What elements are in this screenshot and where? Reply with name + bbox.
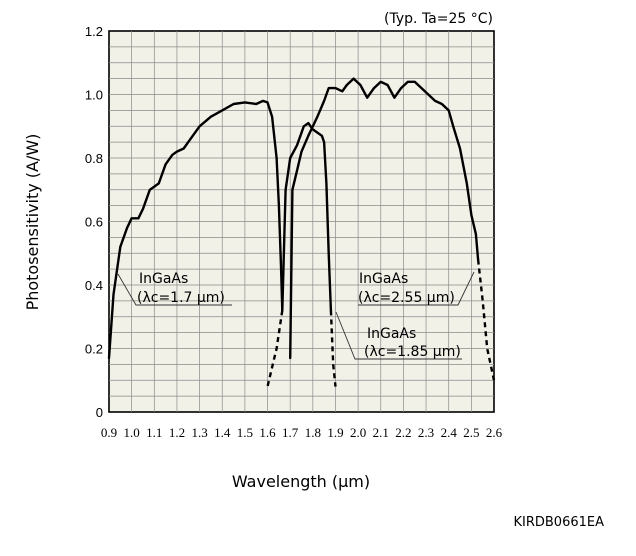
x-tick-labels: 0.9 1.0 1.1 1.2 1.3 1.4 1.5 1.6 1.7 1.8 1.9 2.0 2.1 2… xyxy=(101,425,503,440)
y-tick-label: 0.8 xyxy=(85,151,103,166)
annotation-1-7-line1: InGaAs xyxy=(139,271,188,287)
x-tick-label: 1.3 xyxy=(191,425,207,440)
annotation-1-85-line2: (λc=1.85 μm) xyxy=(364,344,461,360)
x-tick-label: 1.8 xyxy=(305,425,321,440)
leader-2-55 xyxy=(358,271,475,306)
series-dashed-1 xyxy=(329,310,337,387)
annotation-1-85-line1: InGaAs xyxy=(367,326,416,342)
condition-label: (Typ. Ta=25 °C) xyxy=(384,11,493,27)
x-tick-label: 2.2 xyxy=(395,425,411,440)
annotation-leaders xyxy=(117,271,475,360)
annotation-2-55: InGaAs (λc=2.55 μm) xyxy=(358,271,455,306)
x-tick-label: 2.3 xyxy=(418,425,434,440)
y-tick-label: 1.0 xyxy=(85,88,103,103)
y-tick-label: 1.2 xyxy=(85,24,103,39)
annotation-2-55-line1: InGaAs xyxy=(359,271,408,287)
x-tick-label: 1.6 xyxy=(259,425,276,440)
leader-1-7 xyxy=(117,273,232,306)
x-tick-label: 2.4 xyxy=(441,425,458,440)
x-tick-label: 0.9 xyxy=(101,425,117,440)
series-line-0 xyxy=(107,99,284,360)
annotation-2-55-line2: (λc=2.55 μm) xyxy=(358,290,455,306)
grid-lines xyxy=(109,31,494,412)
x-tick-label: 1.7 xyxy=(282,425,299,440)
x-tick-label: 1.0 xyxy=(124,425,140,440)
y-tick-labels: 0 0.2 0.4 0.6 0.8 1.0 1.2 xyxy=(85,24,103,420)
x-tick-label: 1.4 xyxy=(214,425,231,440)
x-tick-label: 1.1 xyxy=(146,425,162,440)
x-tick-label: 2.0 xyxy=(350,425,366,440)
series-dashed-0 xyxy=(266,310,284,387)
annotation-1-85: InGaAs (λc=1.85 μm) xyxy=(364,326,461,360)
y-tick-label: 0.2 xyxy=(85,342,103,357)
x-tick-label: 2.1 xyxy=(373,425,389,440)
series-line-2 xyxy=(289,77,480,360)
annotation-1-7: InGaAs (λc=1.7 μm) xyxy=(137,271,225,306)
x-tick-label: 1.9 xyxy=(327,425,343,440)
x-tick-label: 2.5 xyxy=(463,425,479,440)
annotation-1-7-line2: (λc=1.7 μm) xyxy=(137,290,225,306)
x-tick-label: 1.2 xyxy=(169,425,185,440)
series-dashed-2 xyxy=(476,259,496,381)
leader-1-85 xyxy=(335,311,462,360)
y-axis-label: Photosensitivity (A/W) xyxy=(23,134,42,311)
y-tick-label: 0.6 xyxy=(85,215,103,230)
y-tick-label: 0.4 xyxy=(85,278,103,293)
x-axis-label: Wavelength (μm) xyxy=(232,472,370,491)
x-tick-label: 1.5 xyxy=(237,425,253,440)
x-tick-label: 2.6 xyxy=(486,425,503,440)
series-line-1 xyxy=(281,121,333,312)
figure-code: KIRDB0661EA xyxy=(513,515,604,530)
series-curves xyxy=(107,77,496,387)
y-tick-label: 0 xyxy=(96,405,103,420)
